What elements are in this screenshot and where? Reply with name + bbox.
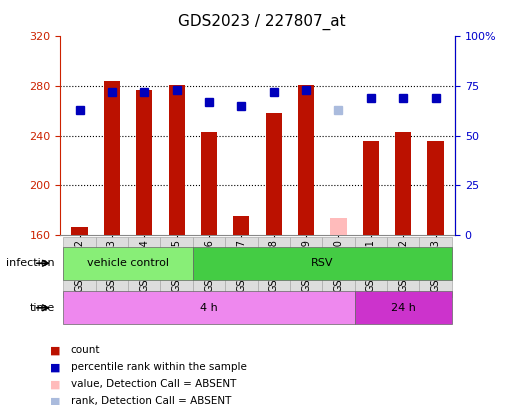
Text: GSM76393: GSM76393 <box>107 239 117 292</box>
Text: percentile rank within the sample: percentile rank within the sample <box>71 362 246 372</box>
Text: GSM76397: GSM76397 <box>236 239 246 292</box>
Bar <box>427 141 444 235</box>
Text: GSM76401: GSM76401 <box>366 239 376 292</box>
Bar <box>161 237 193 298</box>
Bar <box>266 113 282 235</box>
Text: value, Detection Call = ABSENT: value, Detection Call = ABSENT <box>71 379 236 389</box>
Bar <box>363 141 379 235</box>
Text: ■: ■ <box>50 362 60 372</box>
Text: time: time <box>30 303 55 313</box>
Bar <box>298 85 314 235</box>
Text: GSM76394: GSM76394 <box>139 239 149 292</box>
Bar <box>96 237 128 298</box>
Text: 24 h: 24 h <box>391 303 416 313</box>
Bar <box>331 217 347 235</box>
Bar <box>168 85 185 235</box>
Text: GDS2023 / 227807_at: GDS2023 / 227807_at <box>178 14 345 30</box>
Text: infection: infection <box>6 258 55 268</box>
Bar <box>128 237 161 298</box>
Bar <box>290 237 322 298</box>
Bar <box>136 90 152 235</box>
Text: GSM76396: GSM76396 <box>204 239 214 292</box>
Text: 4 h: 4 h <box>200 303 218 313</box>
Bar <box>63 292 355 324</box>
Text: GSM76398: GSM76398 <box>269 239 279 292</box>
Text: ■: ■ <box>50 396 60 405</box>
Bar <box>419 237 452 298</box>
Text: vehicle control: vehicle control <box>87 258 169 268</box>
Bar <box>355 237 387 298</box>
Bar <box>193 247 452 279</box>
Text: RSV: RSV <box>311 258 334 268</box>
Text: GSM76392: GSM76392 <box>75 239 85 292</box>
Bar <box>387 237 419 298</box>
Bar <box>322 237 355 298</box>
Bar <box>201 132 217 235</box>
Bar <box>104 81 120 235</box>
Bar <box>257 237 290 298</box>
Text: rank, Detection Call = ABSENT: rank, Detection Call = ABSENT <box>71 396 231 405</box>
Bar <box>193 237 225 298</box>
Text: ■: ■ <box>50 379 60 389</box>
Bar <box>233 216 249 235</box>
Text: GSM76395: GSM76395 <box>172 239 181 292</box>
Bar <box>355 292 452 324</box>
Bar <box>63 247 193 279</box>
Text: count: count <box>71 345 100 355</box>
Bar <box>225 237 258 298</box>
Text: GSM76399: GSM76399 <box>301 239 311 292</box>
Text: GSM76400: GSM76400 <box>334 239 344 292</box>
Text: GSM76403: GSM76403 <box>430 239 440 292</box>
Bar <box>63 237 96 298</box>
Bar <box>395 132 411 235</box>
Text: ■: ■ <box>50 345 60 355</box>
Bar <box>72 228 88 235</box>
Text: GSM76402: GSM76402 <box>398 239 408 292</box>
